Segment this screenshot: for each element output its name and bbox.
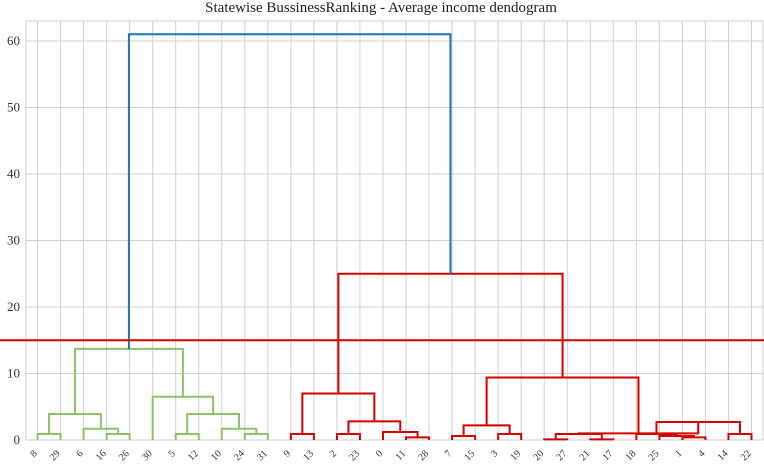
y-tick-label-1: 10 [7, 365, 20, 380]
leaf-label-15: 15 [462, 448, 477, 463]
leaf-label-31: 31 [255, 448, 270, 463]
dendrogram-link-17 [497, 433, 523, 440]
dendrogram-link-7 [186, 413, 241, 435]
leaf-label-1: 1 [673, 448, 684, 459]
leaf-label-6: 6 [74, 448, 85, 459]
dendrogram-link-4 [174, 433, 200, 440]
leaf-label-26: 26 [117, 448, 132, 463]
leaf-label-10: 10 [209, 448, 224, 463]
dendrogram-link-28 [485, 376, 640, 434]
dendrogram-link-15 [301, 392, 376, 435]
leaf-label-12: 12 [186, 448, 201, 463]
dendrogram-link-11 [335, 433, 361, 440]
leaf-label-13: 13 [301, 448, 316, 463]
dendrogram-link-8 [151, 395, 215, 440]
chart-title: Statewise BussinessRanking - Average inc… [205, 0, 557, 16]
leaf-label-11: 11 [394, 448, 409, 463]
leaf-label-7: 7 [443, 448, 454, 459]
leaf-label-25: 25 [647, 448, 662, 463]
leaf-label-30: 30 [140, 448, 155, 463]
leaf-label-2: 2 [328, 448, 339, 459]
leaf-label-28: 28 [416, 448, 431, 463]
leaf-label-0: 0 [374, 448, 385, 459]
dendrogram-link-9 [73, 347, 184, 415]
dendrogram-link-25 [727, 433, 753, 440]
leaf-label-19: 19 [508, 448, 523, 463]
leaf-label-9: 9 [282, 448, 293, 459]
leaf-label-18: 18 [624, 448, 639, 463]
leaf-label-24: 24 [232, 448, 247, 463]
dendrogram-links [36, 33, 753, 441]
dendrogram-link-2 [82, 427, 120, 440]
leaf-label-3: 3 [489, 448, 500, 459]
dendrogram-link-1 [105, 433, 131, 440]
leaf-label-23: 23 [347, 448, 362, 463]
dendrogram-link-14 [347, 420, 402, 435]
dendrogram-link-30 [127, 33, 452, 349]
dendrogram-link-0 [36, 433, 62, 440]
dendrogram-link-20 [589, 438, 615, 441]
leaf-label-27: 27 [555, 448, 570, 463]
y-tick-label-4: 40 [7, 166, 20, 181]
leaf-label-4: 4 [696, 448, 707, 459]
leaf-label-8: 8 [28, 448, 39, 459]
dendrogram-link-29 [337, 272, 564, 394]
y-axis-ticks: 0 10 20 30 40 50 60 [7, 33, 20, 447]
y-tick-label-3: 30 [7, 232, 20, 247]
y-tick-label-6: 60 [7, 33, 20, 48]
leaf-label-22: 22 [739, 448, 754, 463]
dendrogram-link-19 [543, 438, 569, 441]
dendrogram-link-21 [681, 436, 707, 440]
dendrogram-link-16 [451, 435, 477, 440]
y-tick-label-0: 0 [14, 432, 21, 447]
grid [25, 20, 764, 441]
dendrogram-link-5 [243, 433, 269, 440]
leaf-label-16: 16 [94, 448, 109, 463]
dendrogram-link-13 [381, 431, 419, 440]
leaf-label-5: 5 [167, 448, 178, 459]
leaf-label-17: 17 [601, 448, 616, 463]
dendrogram-link-10 [289, 433, 315, 440]
leaf-label-14: 14 [716, 448, 731, 463]
y-tick-label-2: 20 [7, 299, 20, 314]
dendrogram-link-3 [48, 413, 102, 435]
x-axis-ticks: 8 29 6 16 26 30 5 12 10 24 31 9 13 2 23 0 11 28 7 15 3 19 20 27… [28, 448, 753, 463]
leaf-label-29: 29 [48, 448, 63, 463]
leaf-label-20: 20 [531, 448, 546, 463]
dendrogram-link-6 [220, 427, 258, 440]
dendrogram-link-12 [405, 436, 431, 440]
y-tick-label-5: 50 [7, 99, 20, 114]
leaf-label-21: 21 [578, 448, 593, 463]
dendrogram-link-22 [658, 435, 695, 440]
plot-frame [25, 20, 764, 441]
